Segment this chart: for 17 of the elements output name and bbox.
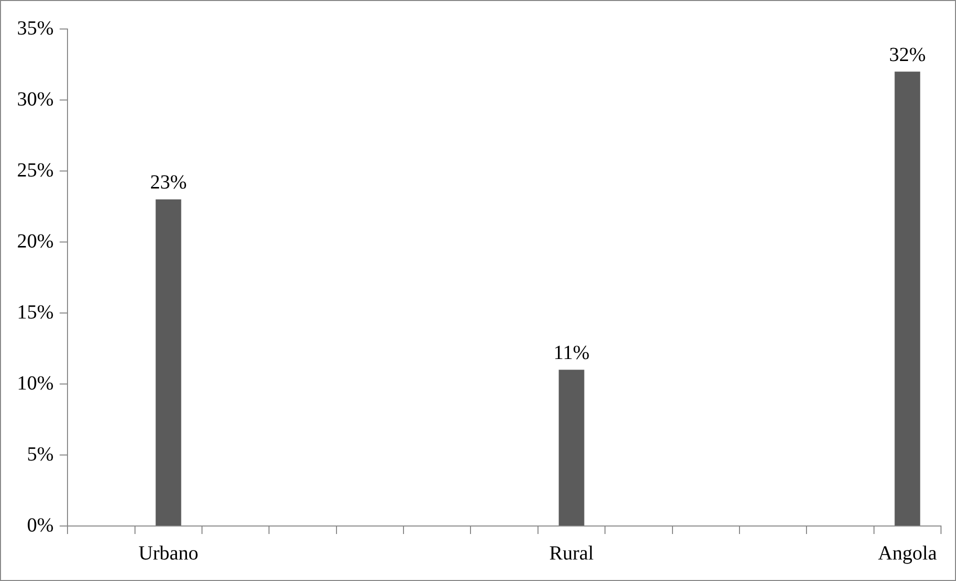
data-label: 23% [150,172,187,194]
data-label: 11% [554,342,590,364]
bar [156,199,182,526]
data-label: 32% [889,44,926,66]
x-tick-label: Rural [549,542,594,564]
y-tick-label: 5% [26,443,54,466]
y-tick-label: 20% [16,230,54,252]
y-tick-label: 15% [16,301,54,324]
y-tick-label: 35% [16,17,54,40]
x-tick-label: Angola [878,542,937,564]
y-tick-label: 0% [26,514,54,536]
y-tick-label: 25% [16,159,54,182]
y-tick-label: 10% [16,372,54,394]
x-tick-label: Urbano [138,542,198,564]
y-tick-label: 30% [16,88,54,110]
bar [894,72,920,526]
bar [558,370,584,526]
